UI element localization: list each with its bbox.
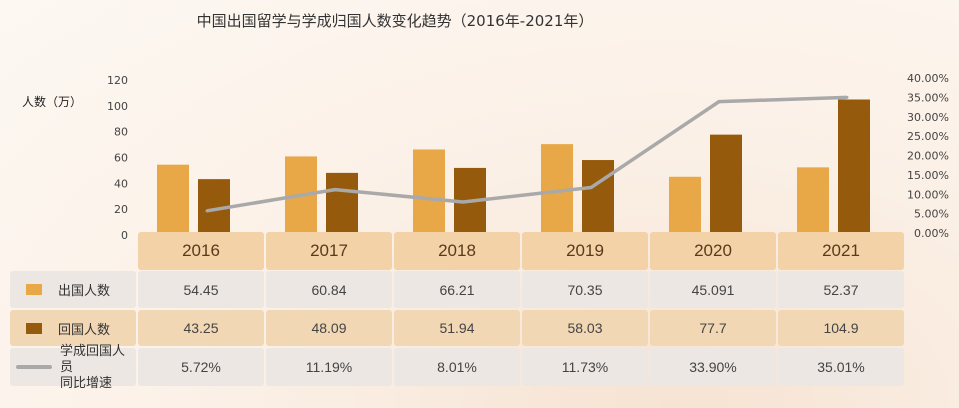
y-axis-unit-label: 人数（万） xyxy=(22,95,83,109)
chart-title: 中国出国留学与学成归国人数变化趋势（2016年-2021年） xyxy=(196,12,594,30)
rate-line xyxy=(206,95,848,213)
rate-point xyxy=(589,186,593,190)
rate-point xyxy=(717,100,721,104)
y2-tick-label: 30.00% xyxy=(907,111,949,124)
y-tick-label: 80 xyxy=(114,126,128,139)
rate-point xyxy=(333,188,337,192)
y2-tick-label: 10.00% xyxy=(907,188,949,201)
y-tick-label: 60 xyxy=(114,152,128,165)
y-tick-label: 20 xyxy=(114,203,128,216)
bar-return xyxy=(838,99,870,235)
y-tick-label: 100 xyxy=(107,100,128,113)
bar-outbound xyxy=(413,149,445,235)
y-tick-label: 40 xyxy=(114,177,128,190)
y2-tick-label: 40.00% xyxy=(907,72,949,85)
y2-tick-label: 25.00% xyxy=(907,130,949,143)
bar-outbound xyxy=(157,164,189,235)
y2-tick-label: 20.00% xyxy=(907,150,949,163)
rate-point xyxy=(205,209,209,213)
y2-tick-label: 0.00% xyxy=(914,227,949,240)
rate-point xyxy=(461,200,465,204)
bar-return xyxy=(582,160,614,235)
bar-return xyxy=(710,134,742,235)
y2-tick-label: 15.00% xyxy=(907,169,949,182)
y-tick-label: 120 xyxy=(107,74,128,87)
rate-point xyxy=(845,95,849,99)
y2-tick-label: 35.00% xyxy=(907,91,949,104)
bar-outbound xyxy=(797,167,829,235)
bar-return xyxy=(326,172,358,235)
bar-outbound xyxy=(669,176,701,235)
y2-tick-label: 5.00% xyxy=(914,208,949,221)
y-tick-label: 0 xyxy=(121,229,128,242)
